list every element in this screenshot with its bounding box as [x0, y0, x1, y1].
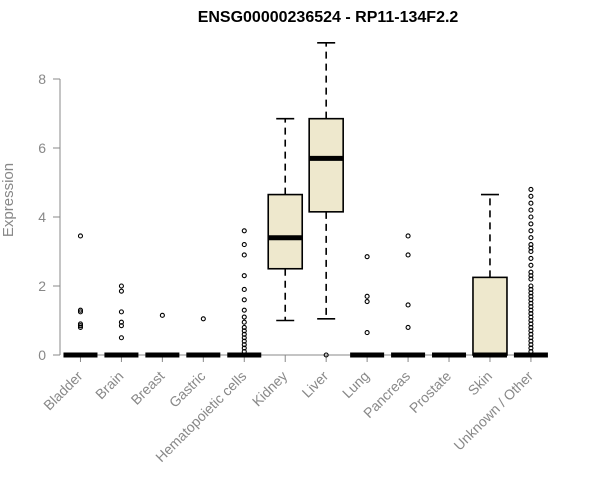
- outlier-point: [405, 233, 411, 239]
- box-skin: [472, 193, 508, 358]
- outlier-point: [77, 233, 84, 239]
- outlier-point: [528, 255, 534, 261]
- outlier-point: [241, 307, 247, 313]
- outlier-point: [528, 214, 534, 220]
- outlier-point: [528, 242, 534, 248]
- outlier-point: [528, 304, 534, 310]
- y-tick-label: 8: [38, 71, 46, 87]
- outlier-point: [528, 311, 534, 317]
- x-tick-label: Prostate: [406, 368, 454, 416]
- outlier-point: [241, 319, 247, 325]
- outlier-point: [241, 314, 247, 320]
- box-bladder: [63, 233, 98, 358]
- outlier-point: [528, 286, 534, 293]
- outlier-point: [528, 321, 534, 327]
- outlier-point: [77, 324, 84, 330]
- x-tick-label: Skin: [465, 368, 496, 399]
- box-body: [267, 193, 304, 270]
- outlier-point: [77, 307, 84, 313]
- outlier-point: [241, 328, 247, 334]
- y-tick-label: 4: [38, 209, 46, 225]
- x-tick-label: Breast: [128, 368, 168, 408]
- outlier-point: [528, 338, 534, 344]
- outlier-point: [241, 228, 247, 234]
- box-breast: [145, 312, 180, 358]
- plot-area: [63, 41, 548, 358]
- outlier-point: [364, 298, 370, 305]
- box-brain: [104, 283, 139, 358]
- outlier-point: [528, 262, 534, 268]
- outlier-point: [405, 252, 411, 258]
- outlier-point: [364, 254, 370, 260]
- outlier-point: [241, 286, 247, 293]
- x-tick-label: Kidney: [249, 368, 291, 410]
- box-hematopoietic-cells: [227, 228, 262, 358]
- outlier-point: [118, 319, 124, 325]
- outlier-point: [528, 235, 534, 241]
- outlier-point: [241, 348, 247, 355]
- box-lung: [350, 254, 385, 358]
- outlier-point: [528, 186, 534, 192]
- outlier-point: [241, 252, 247, 258]
- outlier-point: [405, 302, 411, 308]
- outlier-point: [159, 312, 165, 318]
- box-body: [472, 276, 508, 356]
- box-kidney: [267, 117, 304, 322]
- outlier-point: [77, 321, 84, 327]
- outlier-point: [118, 335, 124, 341]
- outlier-point: [528, 248, 534, 255]
- outlier-point: [241, 338, 247, 344]
- outlier-point: [323, 352, 329, 358]
- box-gastric: [186, 316, 221, 358]
- y-tick-label: 0: [38, 347, 46, 363]
- outlier-point: [241, 242, 247, 248]
- x-tick-label: Brain: [92, 368, 126, 402]
- outlier-point: [118, 309, 124, 315]
- x-tick-label: Lung: [339, 368, 372, 401]
- y-tick-label: 2: [38, 278, 46, 294]
- outlier-point: [241, 297, 247, 303]
- outlier-point: [528, 221, 534, 227]
- outlier-point: [528, 348, 534, 355]
- outlier-point: [528, 269, 534, 275]
- outlier-point: [241, 345, 247, 351]
- outlier-point: [241, 273, 247, 279]
- x-tick-label: Liver: [299, 368, 332, 401]
- outlier-point: [528, 207, 534, 213]
- outlier-point: [528, 328, 534, 334]
- outlier-point: [77, 323, 84, 329]
- outlier-point: [77, 309, 84, 315]
- outlier-point: [364, 330, 370, 336]
- outlier-point: [528, 276, 534, 282]
- box-body: [308, 117, 344, 213]
- outlier-point: [118, 323, 124, 329]
- outlier-point: [528, 293, 534, 299]
- outlier-point: [200, 316, 206, 322]
- outlier-point: [528, 200, 534, 206]
- outlier-point: [528, 228, 534, 234]
- x-tick-label: Bladder: [40, 368, 86, 414]
- box-liver: [308, 41, 344, 358]
- box-pancreas: [391, 233, 426, 358]
- box-unknown-other: [513, 186, 548, 358]
- outlier-point: [528, 193, 534, 199]
- y-tick-label: 6: [38, 140, 46, 156]
- outlier-point: [528, 245, 534, 251]
- outlier-point: [118, 283, 124, 289]
- outlier-point: [118, 288, 124, 294]
- y-axis-label: Expression: [0, 163, 17, 237]
- chart-title: ENSG00000236524 - RP11-134F2.2: [198, 9, 459, 26]
- outlier-point: [364, 293, 370, 299]
- y-axis: 0 2 4 6 8: [38, 71, 61, 363]
- outlier-point: [405, 324, 411, 330]
- outlier-point: [528, 345, 534, 351]
